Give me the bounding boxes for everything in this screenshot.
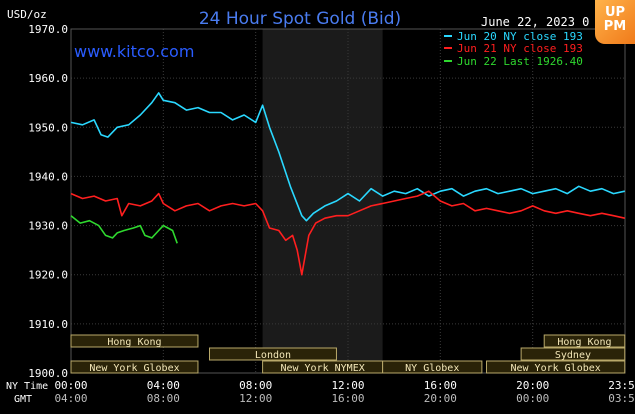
series-line-jun22: [70, 215, 178, 244]
y-tick-label: 1930.0: [28, 220, 68, 233]
market-bar-new-york-globex: New York Globex: [70, 360, 199, 374]
ny-time-label: NY Time: [6, 381, 48, 392]
upm-logo: UP PM: [595, 0, 635, 44]
x-tick-label-ny: 08:00: [239, 379, 272, 392]
market-bar-label: NY Globex: [405, 363, 459, 374]
x-tick-label-ny: 20:00: [516, 379, 549, 392]
series-line-jun20: [70, 92, 625, 222]
legend-label-jun20: Jun 20 NY close 193: [457, 30, 583, 43]
y-tick-label: 1960.0: [28, 72, 68, 85]
chart-title: 24 Hour Spot Gold (Bid): [199, 9, 401, 29]
chart-date: June 22, 2023 0: [481, 15, 589, 29]
y-axis-tick-labels: 1900.0 1910.0 1920.0 1930.0 1940.0 1950.0 1960…: [28, 23, 68, 380]
y-tick-label: 1940.0: [28, 170, 68, 183]
chart-legend: Jun 20 NY close 193 Jun 21 NY close 193 …: [444, 30, 583, 68]
market-bar-label: New York Globex: [510, 363, 600, 374]
x-tick-label-ny: 16:00: [424, 379, 457, 392]
market-bar-hong-kong: Hong Kong: [70, 334, 199, 348]
x-tick-label-gmt: 04:00: [54, 392, 87, 405]
x-tick-label-ny: 12:00: [331, 379, 364, 392]
legend-item-jun20: Jun 20 NY close 193: [444, 30, 583, 43]
logo-line-2: PM: [603, 19, 627, 34]
x-tick-label-gmt: 00:00: [516, 392, 549, 405]
market-bar-sydney: Sydney: [520, 347, 626, 361]
market-bar-label: Hong Kong: [107, 337, 161, 348]
market-bar-box: [543, 334, 626, 348]
gmt-label: GMT: [14, 394, 32, 405]
series-line-jun21: [70, 190, 625, 276]
logo-line-1: UP: [604, 5, 626, 20]
market-bar-new-york-nymex: New York NYMEX: [262, 360, 384, 374]
website-label[interactable]: www.kitco.com: [74, 42, 194, 61]
market-bar-box: [209, 347, 337, 361]
price-series: [70, 92, 625, 276]
market-bar-label: New York Globex: [89, 363, 179, 374]
market-bar-box: [70, 360, 199, 374]
x-tick-label-gmt: 08:00: [147, 392, 180, 405]
market-session-bars: Hong Kong Hong Kong London Sydney New York G…: [70, 334, 626, 374]
market-bar-label: Sydney: [555, 350, 591, 361]
y-tick-label: 1970.0: [28, 23, 68, 36]
x-tick-label-ny: 23:59: [608, 379, 635, 392]
x-tick-label-gmt: 16:00: [331, 392, 364, 405]
market-bar-box: [70, 334, 199, 348]
x-tick-label-ny: 00:00: [54, 379, 87, 392]
x-tick-label-gmt: 03:59: [608, 392, 635, 405]
x-axis-time-labels: 00:0004:0008:0012:0016:0020:0023:5904:00…: [54, 379, 635, 405]
market-bar-ny-globex: NY Globex: [382, 360, 483, 374]
market-bar-label: New York NYMEX: [280, 363, 364, 374]
market-bar-box: [520, 347, 626, 361]
market-bar-hong-kong: Hong Kong: [543, 334, 626, 348]
y-tick-label: 1910.0: [28, 318, 68, 331]
legend-item-jun22: Jun 22 Last 1926.40: [444, 55, 583, 68]
market-bar-box: [382, 360, 483, 374]
legend-label-jun21: Jun 21 NY close 193: [457, 42, 583, 55]
market-bar-box: [486, 360, 626, 374]
y-tick-label: 1950.0: [28, 121, 68, 134]
y-tick-label: 1920.0: [28, 269, 68, 282]
nymex-session-shade: [262, 29, 383, 373]
market-bar-label: London: [255, 350, 291, 361]
market-bar-london: London: [209, 347, 337, 361]
market-bar-new-york-globex: New York Globex: [486, 360, 626, 374]
x-tick-label-gmt: 12:00: [239, 392, 272, 405]
legend-item-jun21: Jun 21 NY close 193: [444, 42, 583, 55]
legend-label-jun22: Jun 22 Last 1926.40: [457, 55, 583, 68]
y-axis-units-label: USD/oz: [7, 8, 47, 21]
y-tick-label: 1900.0: [28, 367, 68, 380]
market-bar-label: Hong Kong: [557, 337, 611, 348]
x-tick-label-gmt: 20:00: [424, 392, 457, 405]
x-tick-label-ny: 04:00: [147, 379, 180, 392]
